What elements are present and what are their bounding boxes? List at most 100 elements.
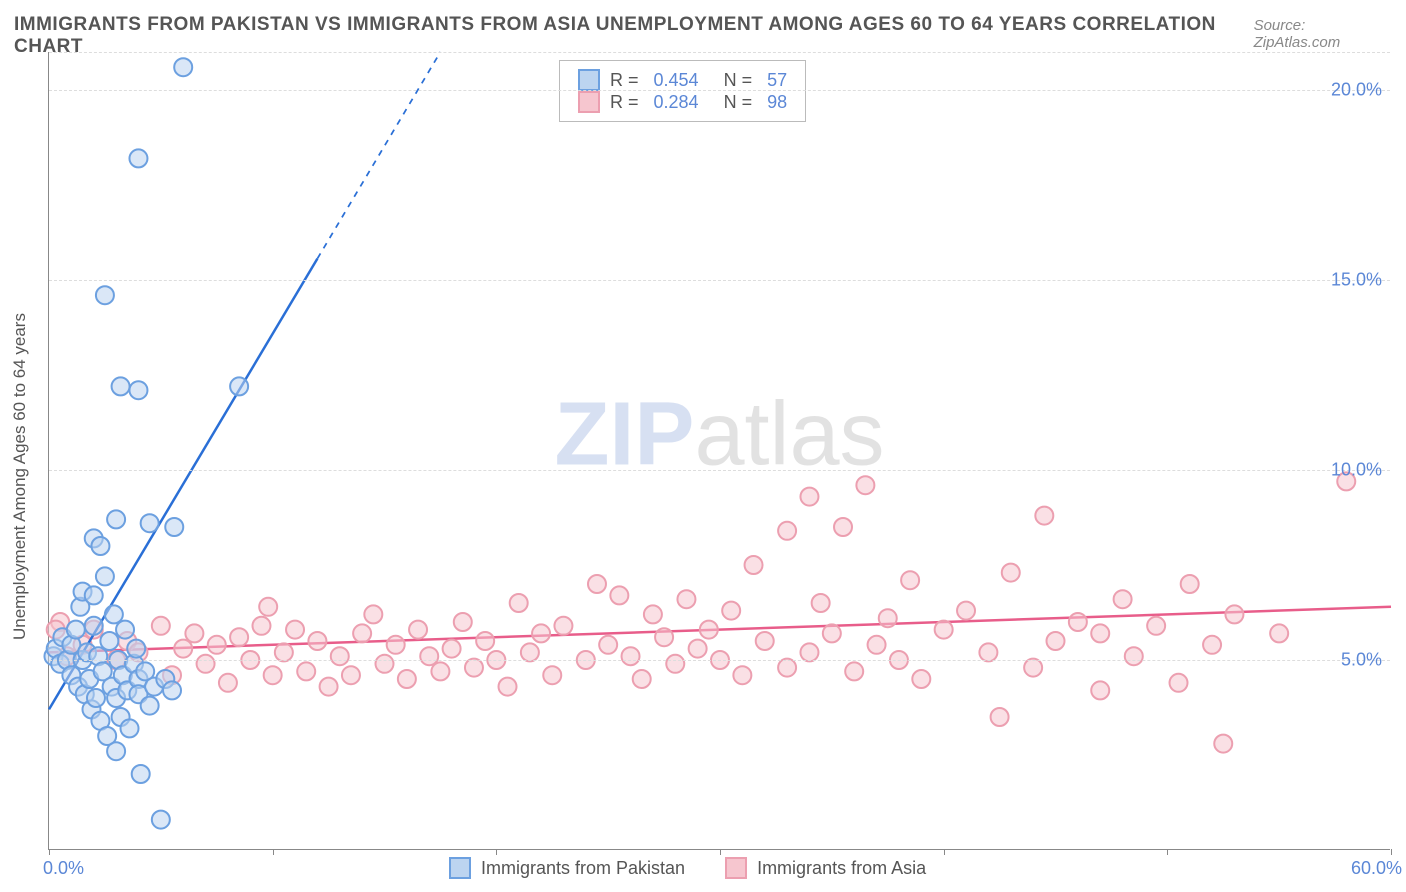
x-tick-label: 60.0%	[1351, 858, 1402, 879]
data-point	[163, 681, 181, 699]
data-point	[197, 655, 215, 673]
data-point	[1069, 613, 1087, 631]
data-point	[132, 765, 150, 783]
data-point	[107, 742, 125, 760]
data-point	[845, 662, 863, 680]
data-point	[152, 617, 170, 635]
data-point	[666, 655, 684, 673]
data-point	[778, 522, 796, 540]
data-point	[409, 621, 427, 639]
data-point	[443, 640, 461, 658]
data-point	[420, 647, 438, 665]
data-point	[1002, 564, 1020, 582]
data-point	[476, 632, 494, 650]
data-point	[800, 643, 818, 661]
data-point	[499, 678, 517, 696]
data-point	[778, 659, 796, 677]
data-point	[67, 621, 85, 639]
data-point	[252, 617, 270, 635]
data-point	[912, 670, 930, 688]
data-point	[1125, 647, 1143, 665]
data-point	[174, 640, 192, 658]
data-point	[1214, 735, 1232, 753]
data-point	[165, 518, 183, 536]
legend-swatch	[725, 857, 747, 879]
legend-swatch	[578, 91, 600, 113]
data-point	[745, 556, 763, 574]
x-tick-label: 0.0%	[43, 858, 84, 879]
data-point	[331, 647, 349, 665]
data-point	[622, 647, 640, 665]
x-tick	[496, 849, 497, 855]
legend-n-label: N =	[709, 70, 758, 91]
data-point	[510, 594, 528, 612]
data-point	[364, 605, 382, 623]
data-point	[991, 708, 1009, 726]
data-point	[868, 636, 886, 654]
y-tick-label: 5.0%	[1341, 650, 1382, 671]
y-tick-label: 15.0%	[1331, 270, 1382, 291]
data-point	[105, 605, 123, 623]
data-point	[286, 621, 304, 639]
data-point	[275, 643, 293, 661]
data-point	[353, 624, 371, 642]
data-point	[129, 149, 147, 167]
data-point	[387, 636, 405, 654]
data-point	[107, 510, 125, 528]
data-point	[800, 488, 818, 506]
legend-n-label: N =	[709, 92, 758, 113]
source-label: Source: ZipAtlas.com	[1254, 17, 1392, 51]
data-point	[879, 609, 897, 627]
data-point	[722, 602, 740, 620]
x-tick	[944, 849, 945, 855]
data-point	[543, 666, 561, 684]
data-point	[96, 567, 114, 585]
gridline-h	[49, 660, 1390, 661]
trend-line	[49, 607, 1391, 653]
data-point	[141, 697, 159, 715]
data-point	[901, 571, 919, 589]
data-point	[320, 678, 338, 696]
data-point	[208, 636, 226, 654]
data-point	[1270, 624, 1288, 642]
data-point	[521, 643, 539, 661]
data-point	[689, 640, 707, 658]
data-point	[1035, 507, 1053, 525]
trend-line-dashed	[317, 52, 440, 259]
data-point	[756, 632, 774, 650]
data-point	[398, 670, 416, 688]
data-point	[677, 590, 695, 608]
y-tick-label: 10.0%	[1331, 460, 1382, 481]
y-axis-label: Unemployment Among Ages 60 to 64 years	[10, 313, 30, 640]
gridline-h	[49, 280, 1390, 281]
data-point	[87, 689, 105, 707]
data-point	[297, 662, 315, 680]
x-tick	[1167, 849, 1168, 855]
data-point	[100, 632, 118, 650]
gridline-h	[49, 52, 1390, 53]
data-point	[230, 628, 248, 646]
data-point	[454, 613, 472, 631]
series-legend-label: Immigrants from Pakistan	[481, 858, 685, 879]
correlation-legend: R = 0.454 N = 57R = 0.284 N = 98	[559, 60, 806, 122]
data-point	[856, 476, 874, 494]
data-point	[532, 624, 550, 642]
data-point	[1225, 605, 1243, 623]
data-point	[141, 514, 159, 532]
scatter-plot-svg	[49, 52, 1391, 850]
data-point	[174, 58, 192, 76]
series-legend-label: Immigrants from Asia	[757, 858, 926, 879]
x-tick	[49, 849, 50, 855]
data-point	[129, 381, 147, 399]
data-point	[834, 518, 852, 536]
data-point	[633, 670, 651, 688]
data-point	[431, 662, 449, 680]
data-point	[1024, 659, 1042, 677]
data-point	[1203, 636, 1221, 654]
y-tick-label: 20.0%	[1331, 80, 1382, 101]
data-point	[264, 666, 282, 684]
legend-n-value: 98	[767, 92, 787, 113]
series-legend: Immigrants from Pakistan Immigrants from …	[449, 857, 926, 879]
data-point	[957, 602, 975, 620]
data-point	[185, 624, 203, 642]
